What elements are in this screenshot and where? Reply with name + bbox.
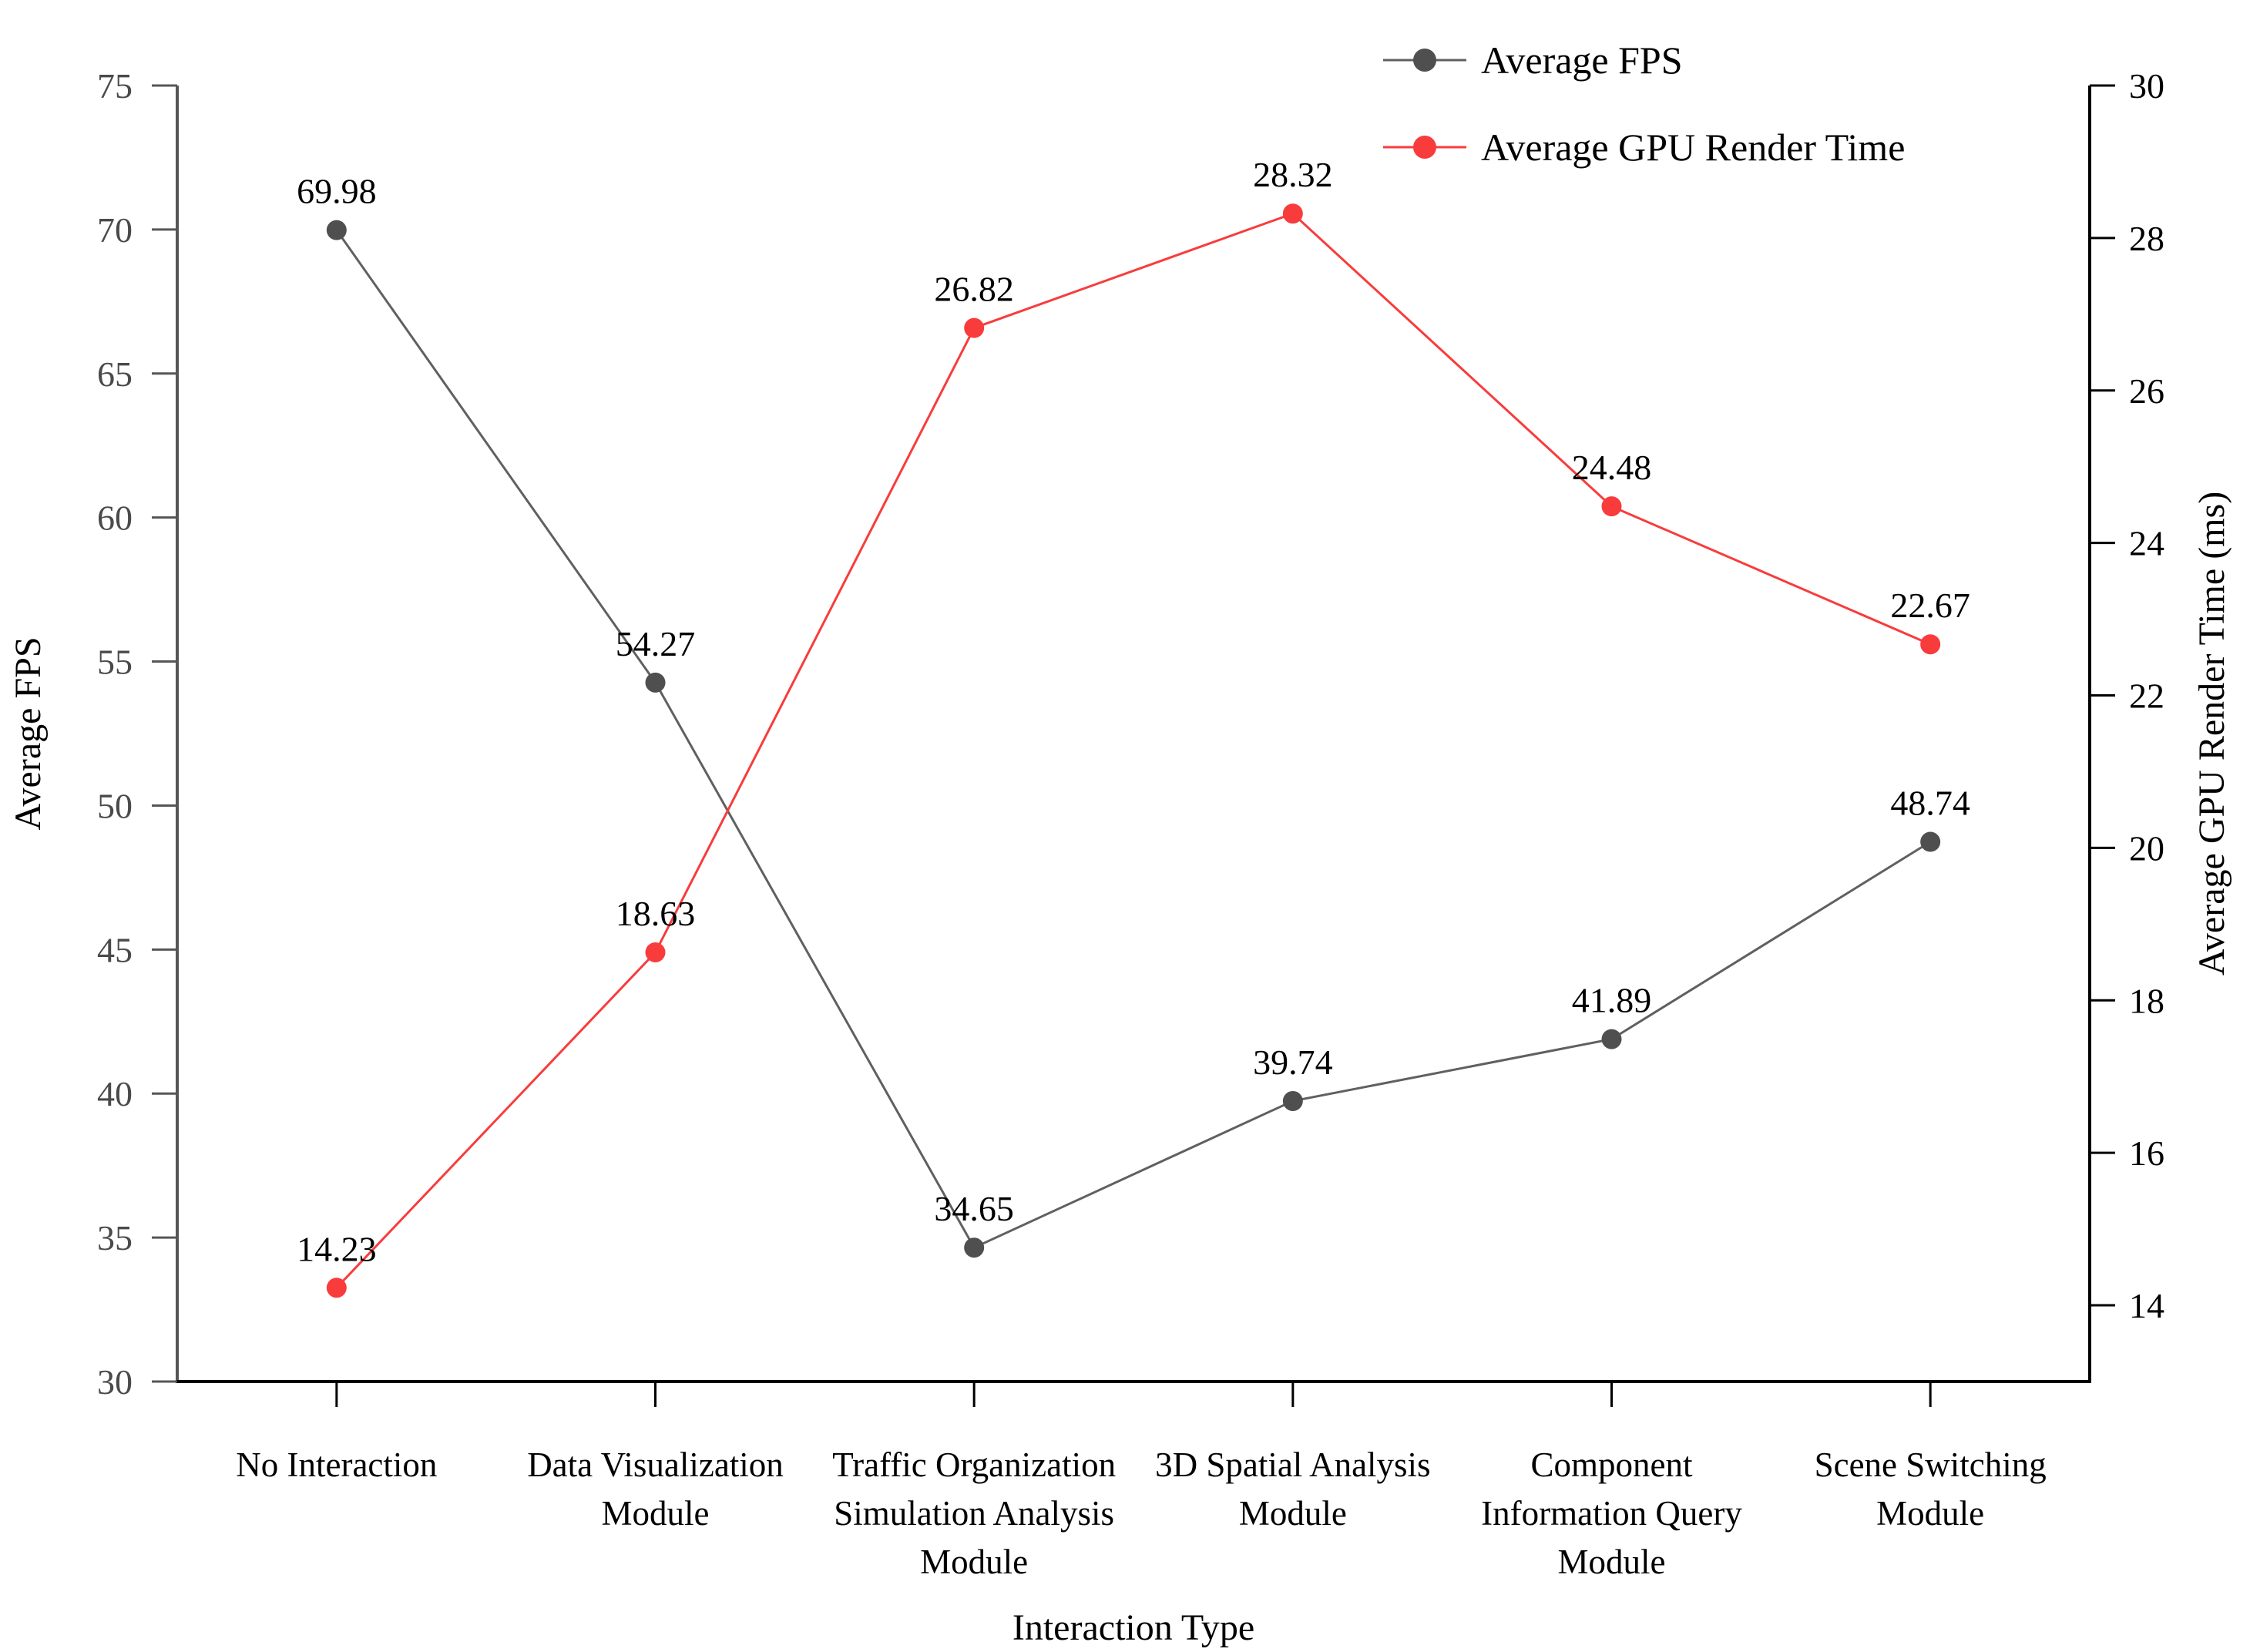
right-tick-label: 16 xyxy=(2129,1133,2164,1173)
left-tick-label: 35 xyxy=(97,1218,133,1257)
left-axis-ticks: 75 70 65 60 55 50 45 40 35 30 xyxy=(97,66,177,1402)
x-axis-title: Interaction Type xyxy=(1012,1607,1254,1648)
x-category-label: Scene Switching Module xyxy=(1815,1446,2047,1533)
legend-marker-dot xyxy=(1413,136,1436,159)
x-axis-ticks: No Interaction Data Visualization Module Tr… xyxy=(236,1382,2047,1581)
legend-label: Average FPS xyxy=(1481,39,1683,82)
gpu-point xyxy=(1920,634,1941,655)
left-tick-label: 75 xyxy=(97,66,133,106)
fps-point xyxy=(964,1237,985,1258)
x-category-label: Data Visualization Module xyxy=(527,1446,784,1533)
left-tick-label: 65 xyxy=(97,354,133,394)
left-tick-label: 30 xyxy=(97,1362,133,1402)
data-label: 34.65 xyxy=(934,1189,1014,1228)
data-label: 28.32 xyxy=(1253,155,1333,194)
axes xyxy=(176,86,2091,1383)
legend-marker-dot xyxy=(1413,49,1436,72)
legend-item: Average FPS xyxy=(1383,39,1683,82)
gpu-point xyxy=(645,942,666,962)
data-label: 24.48 xyxy=(1572,448,1652,487)
series-gpu: 14.23 18.63 26.82 28.32 24.48 22.67 xyxy=(297,155,1970,1298)
right-tick-label: 22 xyxy=(2129,677,2164,716)
fps-line xyxy=(335,229,1931,1250)
left-tick-label: 45 xyxy=(97,930,133,969)
right-tick-label: 18 xyxy=(2129,981,2164,1020)
right-tick-label: 26 xyxy=(2129,371,2164,411)
data-label: 18.63 xyxy=(616,894,696,933)
x-category-label: 3D Spatial Analysis Module xyxy=(1155,1446,1431,1533)
gpu-point xyxy=(1282,203,1303,224)
data-label: 14.23 xyxy=(297,1229,377,1268)
data-label: 48.74 xyxy=(1890,784,1970,823)
data-label: 54.27 xyxy=(616,624,696,663)
x-category-label: Traffic Organization Simulation Analysis M… xyxy=(832,1446,1116,1581)
left-axis-title: Average FPS xyxy=(8,636,49,830)
legend-item: Average GPU Render Time xyxy=(1383,126,1905,169)
gpu-line xyxy=(335,212,1931,1289)
legend: Average FPS Average GPU Render Time xyxy=(1383,39,1905,169)
right-tick-label: 20 xyxy=(2129,828,2164,868)
left-tick-label: 50 xyxy=(97,786,133,825)
fps-point xyxy=(326,220,347,240)
data-label: 41.89 xyxy=(1572,981,1652,1020)
right-tick-label: 24 xyxy=(2129,524,2164,563)
gpu-point xyxy=(964,317,985,338)
left-tick-label: 55 xyxy=(97,643,133,682)
gpu-point xyxy=(1601,496,1622,517)
right-tick-label: 30 xyxy=(2129,66,2164,106)
right-axis-ticks: 30 28 26 24 22 20 18 16 14 xyxy=(2090,66,2164,1325)
data-label: 22.67 xyxy=(1890,586,1970,625)
right-axis-title: Average GPU Render Time (ms) xyxy=(2191,492,2232,975)
legend-label: Average GPU Render Time xyxy=(1481,126,1905,169)
left-tick-label: 40 xyxy=(97,1074,133,1113)
data-label: 39.74 xyxy=(1253,1043,1333,1082)
gpu-point xyxy=(326,1278,347,1298)
x-category-label: Component Information Query Module xyxy=(1481,1446,1742,1581)
fps-point xyxy=(1601,1029,1622,1049)
right-tick-label: 14 xyxy=(2129,1286,2164,1325)
x-category-label: No Interaction xyxy=(236,1446,437,1484)
fps-point xyxy=(1282,1090,1303,1111)
data-label: 26.82 xyxy=(934,270,1014,309)
fps-point xyxy=(645,672,666,693)
series-fps: 69.98 54.27 34.65 39.74 41.89 48.74 xyxy=(297,172,1970,1258)
fps-point xyxy=(1920,831,1941,852)
left-tick-label: 60 xyxy=(97,499,133,538)
left-tick-label: 70 xyxy=(97,210,133,250)
right-tick-label: 28 xyxy=(2129,219,2164,258)
data-label: 69.98 xyxy=(297,172,377,211)
